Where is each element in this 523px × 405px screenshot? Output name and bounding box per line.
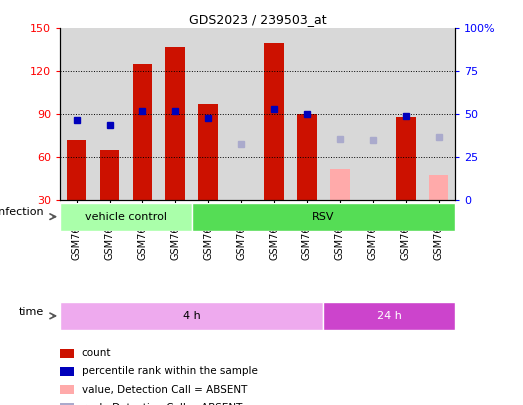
Bar [356,28,389,200]
Bar [159,28,192,200]
Bar [100,150,119,200]
Bar [60,302,323,330]
Bar [264,43,284,200]
Bar [60,367,74,376]
Text: infection: infection [0,207,44,217]
Bar [363,200,383,202]
Bar [60,202,192,231]
Text: count: count [82,348,111,358]
Bar [192,28,225,200]
Bar [330,169,350,200]
Bar [60,28,93,200]
Text: RSV: RSV [312,212,335,222]
Bar [225,28,257,200]
Bar [389,28,422,200]
Bar [132,64,152,200]
Bar [231,200,251,202]
Bar [323,302,455,330]
Text: value, Detection Call = ABSENT: value, Detection Call = ABSENT [82,384,247,394]
Bar [198,104,218,200]
Bar [429,175,448,200]
Bar [165,47,185,200]
Bar [422,28,455,200]
Bar [297,114,317,200]
Bar [126,28,159,200]
Title: GDS2023 / 239503_at: GDS2023 / 239503_at [189,13,326,26]
Bar [60,385,74,394]
Bar [323,28,356,200]
Bar [93,28,126,200]
Bar [60,348,74,358]
Bar [396,117,415,200]
Bar [257,28,290,200]
Text: 24 h: 24 h [377,311,402,321]
Text: time: time [18,307,44,317]
Text: 4 h: 4 h [183,311,201,321]
Bar [67,140,86,200]
Text: rank, Detection Call = ABSENT: rank, Detection Call = ABSENT [82,403,242,405]
Bar [290,28,323,200]
Bar [192,202,455,231]
Bar [60,403,74,405]
Text: vehicle control: vehicle control [85,212,167,222]
Text: percentile rank within the sample: percentile rank within the sample [82,366,258,376]
